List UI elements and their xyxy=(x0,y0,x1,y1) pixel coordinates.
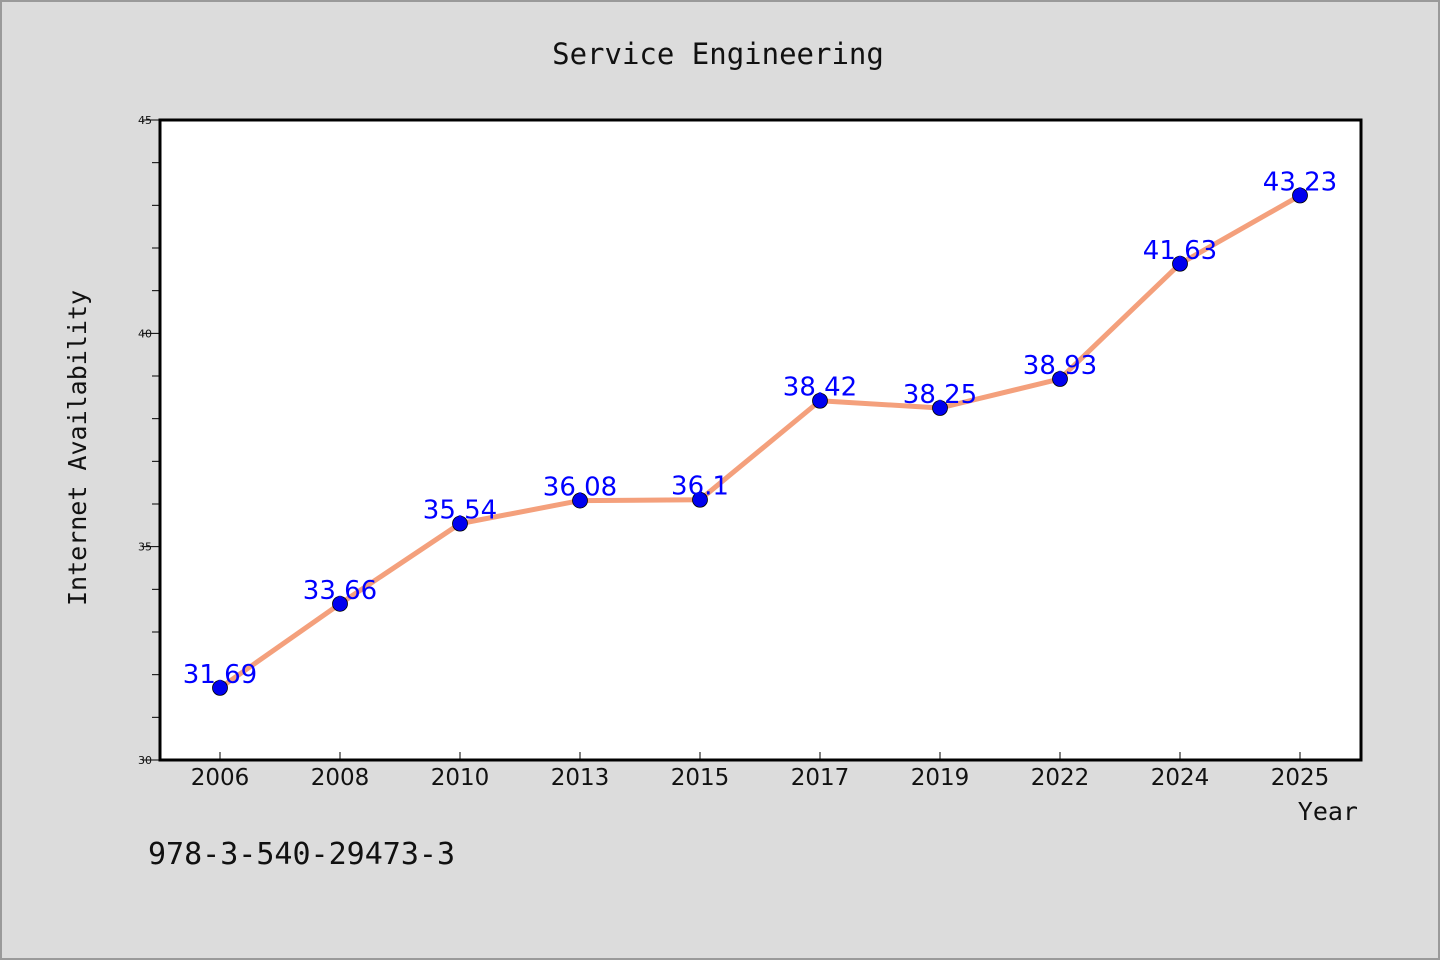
data-label: 38.42 xyxy=(783,373,857,403)
data-point xyxy=(1292,187,1308,204)
y-tick-label: 40 xyxy=(138,327,152,340)
data-label: 33.66 xyxy=(303,576,377,606)
y-axis: 30 35 40 45 xyxy=(138,114,160,767)
x-tick-label: 2022 xyxy=(1031,765,1090,791)
x-tick-label: 2006 xyxy=(191,765,250,791)
data-label: 35.54 xyxy=(423,496,497,526)
x-tick-label: 2015 xyxy=(671,765,730,791)
x-tick-label: 2019 xyxy=(911,765,970,791)
data-point xyxy=(1052,371,1068,387)
series-line xyxy=(217,193,1303,691)
data-label: 43.23 xyxy=(1263,168,1337,198)
x-tick-label: 2008 xyxy=(311,765,370,791)
data-point xyxy=(812,392,828,409)
data-point xyxy=(692,491,708,508)
x-tick-label: 2017 xyxy=(791,765,850,791)
data-point xyxy=(212,679,228,696)
y-axis-label: Internet Availability xyxy=(63,290,92,606)
data-point xyxy=(932,400,948,416)
x-axis-label: Year xyxy=(1298,797,1358,826)
data-point xyxy=(572,492,588,509)
x-tick-label: 2013 xyxy=(551,765,610,791)
plot-area xyxy=(158,118,1363,762)
x-axis: 2006 2008 2010 2013 2015 2017 2019 2022 2024 2025 xyxy=(191,752,1330,791)
x-tick-label: 2024 xyxy=(1151,765,1210,791)
data-point xyxy=(1172,255,1188,272)
x-tick-label: 2010 xyxy=(431,765,490,791)
data-point xyxy=(452,515,468,532)
y-tick-label: 45 xyxy=(138,114,152,127)
footer-code: 978-3-540-29473-3 xyxy=(148,837,455,872)
y-tick-label: 30 xyxy=(138,754,152,767)
y-tick-label: 35 xyxy=(138,541,152,554)
data-label: 36.08 xyxy=(543,473,617,503)
data-label: 31.69 xyxy=(183,660,257,690)
chart-title: Service Engineering xyxy=(552,37,884,71)
data-label: 38.25 xyxy=(903,380,977,410)
x-tick-label: 2025 xyxy=(1271,765,1330,791)
data-label: 41.63 xyxy=(1143,236,1217,266)
data-labels: 31.69 33.66 35.54 36.08 36.1 38.42 38.25 38.93 4… xyxy=(183,168,1337,690)
data-label: 36.1 xyxy=(671,472,729,502)
data-point xyxy=(332,595,348,612)
data-label: 38.93 xyxy=(1023,351,1097,381)
series-markers xyxy=(212,187,1308,696)
